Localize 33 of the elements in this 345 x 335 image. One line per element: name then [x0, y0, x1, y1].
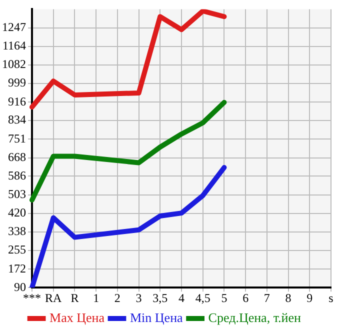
x-tick-label: 6: [242, 290, 249, 305]
y-tick-label: 668: [8, 150, 26, 164]
y-tick-label: 916: [8, 94, 26, 108]
y-tick-label: 420: [8, 206, 26, 220]
x-tick-label: 5: [221, 290, 228, 305]
y-tick-label: 172: [8, 261, 26, 276]
y-tick-label: 586: [8, 168, 26, 182]
x-tick-label: 4: [178, 290, 184, 305]
x-tick-label: 2: [114, 290, 120, 305]
y-tick-label: 1164: [2, 38, 26, 53]
legend-label: Min Цена: [130, 310, 184, 325]
y-tick-label: 999: [8, 76, 26, 90]
y-tick-label: 90: [14, 280, 26, 294]
x-tick-label: RA: [45, 290, 62, 305]
x-tick-label: ***: [23, 290, 41, 305]
y-tick-label: 255: [8, 242, 26, 257]
legend-label: Max Цена: [50, 310, 105, 325]
x-tick-label: 3,5: [152, 290, 168, 305]
legend-label: Сред.Цена, т.йен: [208, 310, 302, 325]
x-tick-label: 8: [285, 290, 292, 305]
x-tick-label: R: [70, 290, 79, 305]
x-tick-label: 7: [264, 290, 270, 305]
y-tick-label: 1082: [2, 57, 26, 72]
x-tick-label: 1: [93, 290, 100, 305]
x-tick-label: 9: [306, 290, 313, 305]
x-tick-label: s: [328, 290, 334, 305]
x-tick-label: 3: [136, 290, 142, 305]
x-tick-label: 4,5: [195, 290, 210, 305]
y-tick-label: 503: [8, 187, 26, 202]
y-tick-label: 1247: [2, 20, 26, 34]
y-tick-label: 834: [8, 112, 26, 127]
y-tick-label: 338: [8, 224, 26, 238]
y-tick-label: 751: [8, 131, 26, 146]
